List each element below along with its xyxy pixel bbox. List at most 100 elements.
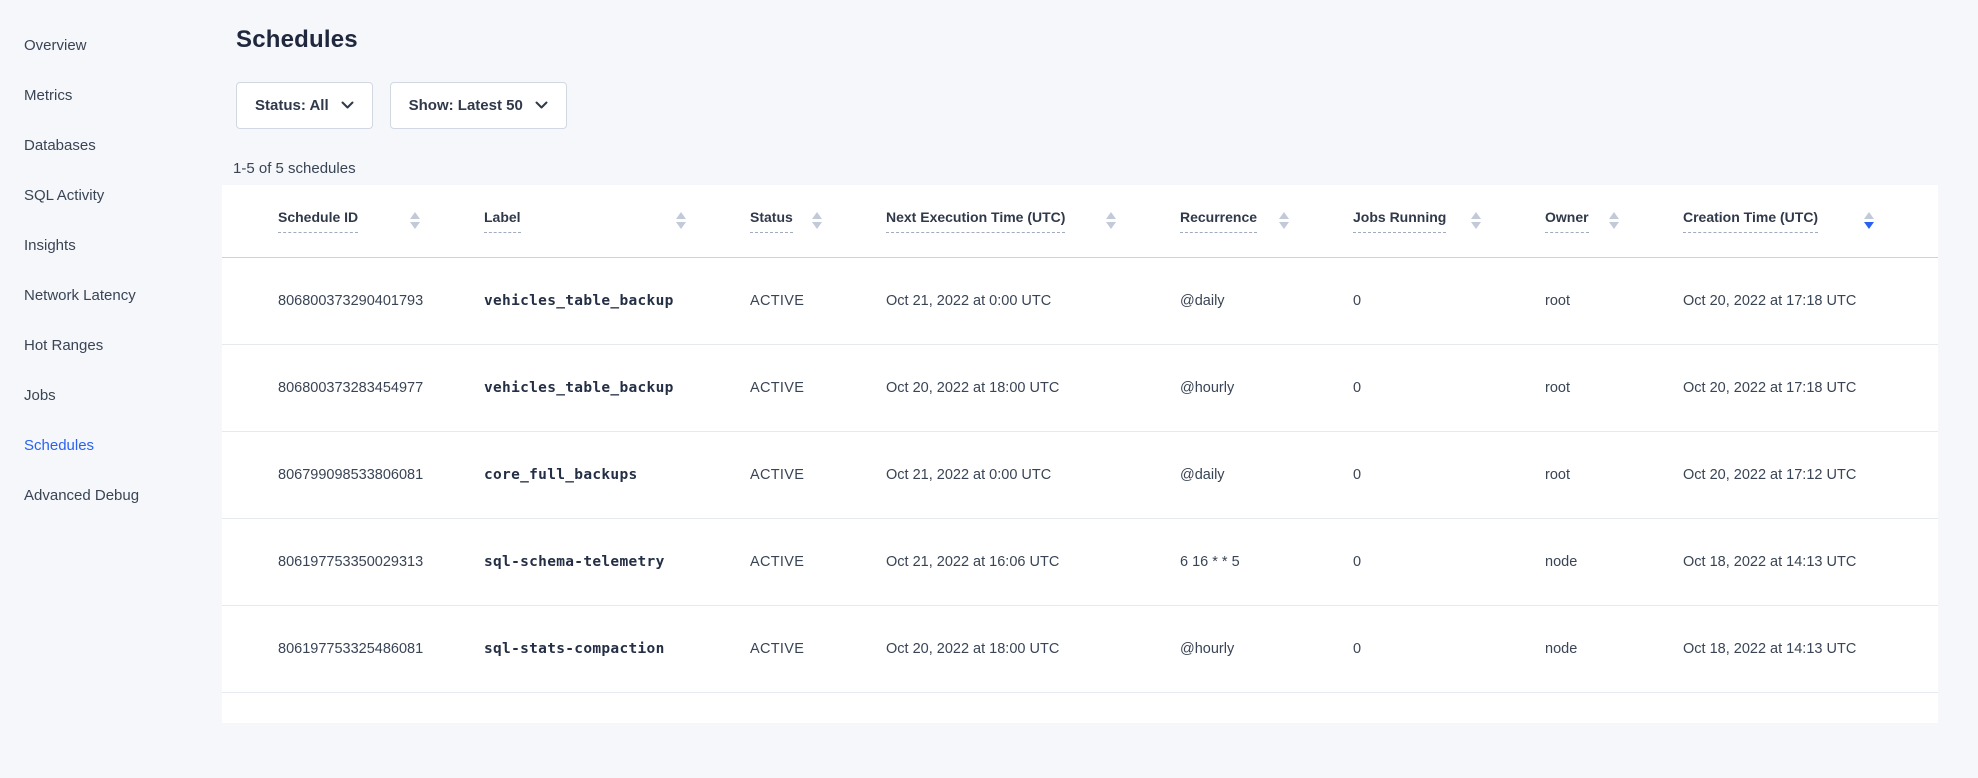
cell-next_execution_time: Oct 21, 2022 at 0:00 UTC <box>886 292 1052 309</box>
column-header-creation_time[interactable]: Creation Time (UTC) <box>1683 185 1938 258</box>
column-header-jobs_running[interactable]: Jobs Running <box>1353 185 1545 258</box>
sort-icon <box>1864 212 1874 230</box>
cell-recurrence: @daily <box>1180 466 1225 483</box>
schedule-row: 806799098533806081 core_full_backups ACTIV… <box>222 431 1938 518</box>
schedule-row: 806800373290401793 vehicles_table_backup A… <box>222 257 1938 344</box>
sort-icon <box>676 212 686 230</box>
column-header-label: Owner <box>1545 209 1589 233</box>
cell-label: core_full_backups <box>484 431 750 518</box>
sidebar-item-sql-activity[interactable]: SQL Activity <box>24 187 105 204</box>
schedule-label-link[interactable]: vehicles_table_backup <box>484 379 674 396</box>
cell-schedule_id: 806197753350029313 <box>278 553 424 570</box>
cell-recurrence: @daily <box>1180 292 1225 309</box>
sort-icon <box>812 212 822 230</box>
schedule-label-link[interactable]: core_full_backups <box>484 466 638 483</box>
cell-jobs_running: 0 <box>1353 553 1362 570</box>
cell-creation_time: Oct 20, 2022 at 17:18 UTC <box>1683 292 1857 309</box>
schedule-label-link[interactable]: sql-schema-telemetry <box>484 553 665 570</box>
sidebar-item-hot-ranges[interactable]: Hot Ranges <box>24 337 104 354</box>
column-header-next_execution_time[interactable]: Next Execution Time (UTC) <box>886 185 1180 258</box>
sidebar-item-advanced-debug[interactable]: Advanced Debug <box>24 487 140 504</box>
cell-schedule_id: 806799098533806081 <box>278 466 424 483</box>
sidebar-item-overview[interactable]: Overview <box>24 37 87 54</box>
column-header-owner[interactable]: Owner <box>1545 185 1683 258</box>
filter-bar: Status: All Show: Latest 50 <box>236 82 1938 129</box>
cell-jobs_running: 0 <box>1353 640 1362 657</box>
column-header-label[interactable]: Label <box>484 185 750 258</box>
sidebar-item-jobs[interactable]: Jobs <box>24 387 56 404</box>
cell-owner: node <box>1545 553 1578 570</box>
cell-creation_time: Oct 20, 2022 at 17:18 UTC <box>1683 379 1857 396</box>
cell-schedule_id: 806197753325486081 <box>278 640 424 657</box>
cell-label: sql-schema-telemetry <box>484 518 750 605</box>
cell-owner: root <box>1545 292 1570 309</box>
column-header-recurrence[interactable]: Recurrence <box>1180 185 1353 258</box>
cell-jobs_running: 0 <box>1353 466 1362 483</box>
cell-status: ACTIVE <box>750 553 805 570</box>
schedule-label-link[interactable]: sql-stats-compaction <box>484 640 665 657</box>
cell-creation_time: Oct 18, 2022 at 14:13 UTC <box>1683 640 1857 657</box>
page-title: Schedules <box>236 26 358 53</box>
status-filter-dropdown[interactable]: Status: All <box>236 82 373 129</box>
sort-icon <box>1471 212 1481 230</box>
schedule-label-link[interactable]: vehicles_table_backup <box>484 292 674 309</box>
schedule-row: 806197753325486081 sql-stats-compaction AC… <box>222 605 1938 692</box>
column-header-label: Label <box>484 209 521 233</box>
cell-owner: node <box>1545 640 1578 657</box>
cell-recurrence: @hourly <box>1180 379 1235 396</box>
table-header-row: Schedule ID Label Status Next Execution Tim… <box>222 185 1938 258</box>
cell-next_execution_time: Oct 21, 2022 at 16:06 UTC <box>886 553 1060 570</box>
cell-next_execution_time: Oct 20, 2022 at 18:00 UTC <box>886 640 1060 657</box>
sidebar-item-network-latency[interactable]: Network Latency <box>24 287 136 304</box>
main-content: Schedules Status: All Show: Latest 50 1-… <box>222 0 1938 778</box>
cell-status: ACTIVE <box>750 640 805 657</box>
column-header-label: Next Execution Time (UTC) <box>886 209 1066 233</box>
cell-label: vehicles_table_backup <box>484 257 750 344</box>
cell-schedule_id: 806800373290401793 <box>278 292 424 309</box>
show-filter-label: Show: Latest 50 <box>408 97 523 114</box>
sort-icon <box>1279 212 1289 230</box>
schedule-row: 806800373283454977 vehicles_table_backup A… <box>222 344 1938 431</box>
sort-icon <box>410 212 420 230</box>
sidebar-item-schedules[interactable]: Schedules <box>24 437 95 454</box>
sidebar-item-metrics[interactable]: Metrics <box>24 87 73 104</box>
schedules-table-card: Schedule ID Label Status Next Execution Tim… <box>222 185 1938 723</box>
sort-icon <box>1106 212 1116 230</box>
cell-label: sql-stats-compaction <box>484 605 750 692</box>
sort-icon <box>1609 212 1619 230</box>
sidebar-item-databases[interactable]: Databases <box>24 137 96 154</box>
results-count: 1-5 of 5 schedules <box>233 160 356 177</box>
cell-owner: root <box>1545 466 1570 483</box>
schedule-row: 806197753350029313 sql-schema-telemetry AC… <box>222 518 1938 605</box>
schedules-table: Schedule ID Label Status Next Execution Tim… <box>222 185 1938 693</box>
cell-creation_time: Oct 20, 2022 at 17:12 UTC <box>1683 466 1857 483</box>
status-filter-label: Status: All <box>255 97 329 114</box>
cell-status: ACTIVE <box>750 292 805 309</box>
column-header-label: Schedule ID <box>278 209 359 233</box>
table-body: 806800373290401793 vehicles_table_backup A… <box>222 257 1938 692</box>
cell-jobs_running: 0 <box>1353 292 1362 309</box>
cell-recurrence: 6 16 * * 5 <box>1180 553 1240 570</box>
sidebar-item-insights[interactable]: Insights <box>24 237 76 254</box>
cell-next_execution_time: Oct 21, 2022 at 0:00 UTC <box>886 466 1052 483</box>
cell-label: vehicles_table_backup <box>484 344 750 431</box>
cell-status: ACTIVE <box>750 466 805 483</box>
cell-recurrence: @hourly <box>1180 640 1235 657</box>
cell-status: ACTIVE <box>750 379 805 396</box>
column-header-label: Status <box>750 209 793 233</box>
cell-next_execution_time: Oct 20, 2022 at 18:00 UTC <box>886 379 1060 396</box>
cell-creation_time: Oct 18, 2022 at 14:13 UTC <box>1683 553 1857 570</box>
cell-owner: root <box>1545 379 1570 396</box>
sidebar: Overview Metrics Databases SQL Activity Insi… <box>0 0 222 778</box>
cell-schedule_id: 806800373283454977 <box>278 379 424 396</box>
show-filter-dropdown[interactable]: Show: Latest 50 <box>389 82 567 129</box>
column-header-label: Jobs Running <box>1353 209 1447 233</box>
chevron-down-icon <box>535 101 548 110</box>
chevron-down-icon <box>341 101 354 110</box>
column-header-status[interactable]: Status <box>750 185 886 258</box>
column-header-label: Creation Time (UTC) <box>1683 209 1819 233</box>
cell-jobs_running: 0 <box>1353 379 1362 396</box>
column-header-schedule_id[interactable]: Schedule ID <box>222 185 484 258</box>
column-header-label: Recurrence <box>1180 209 1258 233</box>
